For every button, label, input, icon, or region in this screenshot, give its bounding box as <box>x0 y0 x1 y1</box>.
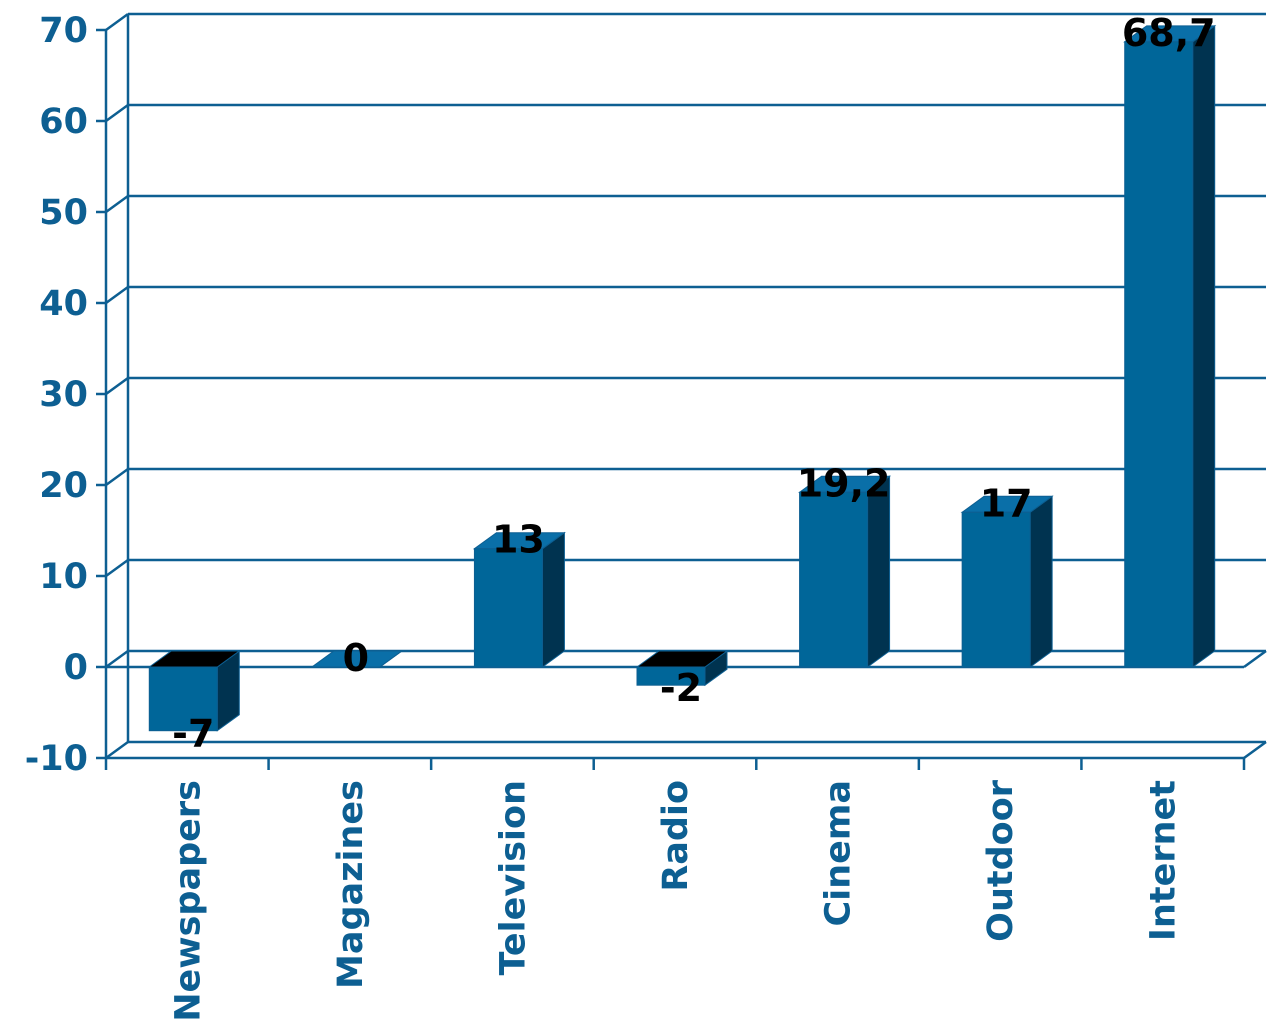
data-label: -7 <box>172 712 214 756</box>
bar-side <box>1192 24 1216 668</box>
gridline-depth <box>105 558 129 578</box>
bars <box>147 24 1217 732</box>
bar-side <box>1029 495 1053 668</box>
x-axis-categories: Newspapers Magazines Television Radio Cinema… <box>104 758 1246 1021</box>
bar-front <box>1124 41 1194 668</box>
gridline-depth <box>105 285 129 305</box>
data-labels: -7 0 13 -2 19,2 17 68,7 <box>172 11 1215 756</box>
gridline-depth <box>105 740 129 760</box>
bar-front <box>636 666 706 686</box>
bar <box>310 650 404 668</box>
bar-side <box>541 531 565 668</box>
data-label: 19,2 <box>797 461 891 505</box>
data-label: 68,7 <box>1122 11 1216 55</box>
bar <box>635 650 729 687</box>
x-tick-label: Outdoor <box>981 779 1021 942</box>
data-label: 17 <box>980 481 1033 525</box>
bar-front <box>148 666 218 732</box>
bar <box>960 495 1054 668</box>
axes <box>104 30 1267 760</box>
x-tick-label: Television <box>493 780 533 975</box>
y-tick-label: 30 <box>39 375 88 415</box>
data-label: 0 <box>343 636 369 680</box>
bar-top <box>310 650 404 668</box>
gridline-depth <box>105 376 129 396</box>
bar <box>472 531 566 668</box>
y-axis-ticks: -10 0 10 20 30 40 50 60 70 <box>25 11 106 779</box>
data-label: 13 <box>492 518 545 562</box>
gridline-depth <box>105 467 129 487</box>
y-tick-label: 60 <box>39 102 88 142</box>
y-tick-label: 40 <box>39 284 88 324</box>
y-tick-label: 10 <box>39 557 88 597</box>
x-axis-depth-edge <box>1243 740 1267 760</box>
gridline-depth <box>105 12 129 32</box>
bar <box>798 475 892 668</box>
x-tick-label: Newspapers <box>168 780 208 1021</box>
gridline-depth <box>105 649 129 669</box>
bar-front <box>961 511 1031 668</box>
x-tick-label: Magazines <box>331 780 371 989</box>
y-tick-label: 20 <box>39 466 88 506</box>
bar <box>147 650 241 732</box>
x-tick-label: Cinema <box>819 780 859 926</box>
gridline-depth <box>105 103 129 123</box>
bar-front <box>473 548 543 668</box>
data-label: -2 <box>660 666 702 710</box>
x-tick-label: Radio <box>656 780 696 892</box>
y-tick-label: 0 <box>64 648 88 688</box>
x-tick-label: Internet <box>1144 780 1184 941</box>
y-tick-label: -10 <box>25 739 88 779</box>
gridline-depth <box>105 194 129 214</box>
bar <box>1123 24 1217 668</box>
gridlines <box>105 12 1266 760</box>
y-tick-label: 50 <box>39 193 88 233</box>
zero-line-depth <box>1243 649 1267 669</box>
y-tick-label: 70 <box>39 11 88 51</box>
bar-front <box>799 491 869 668</box>
